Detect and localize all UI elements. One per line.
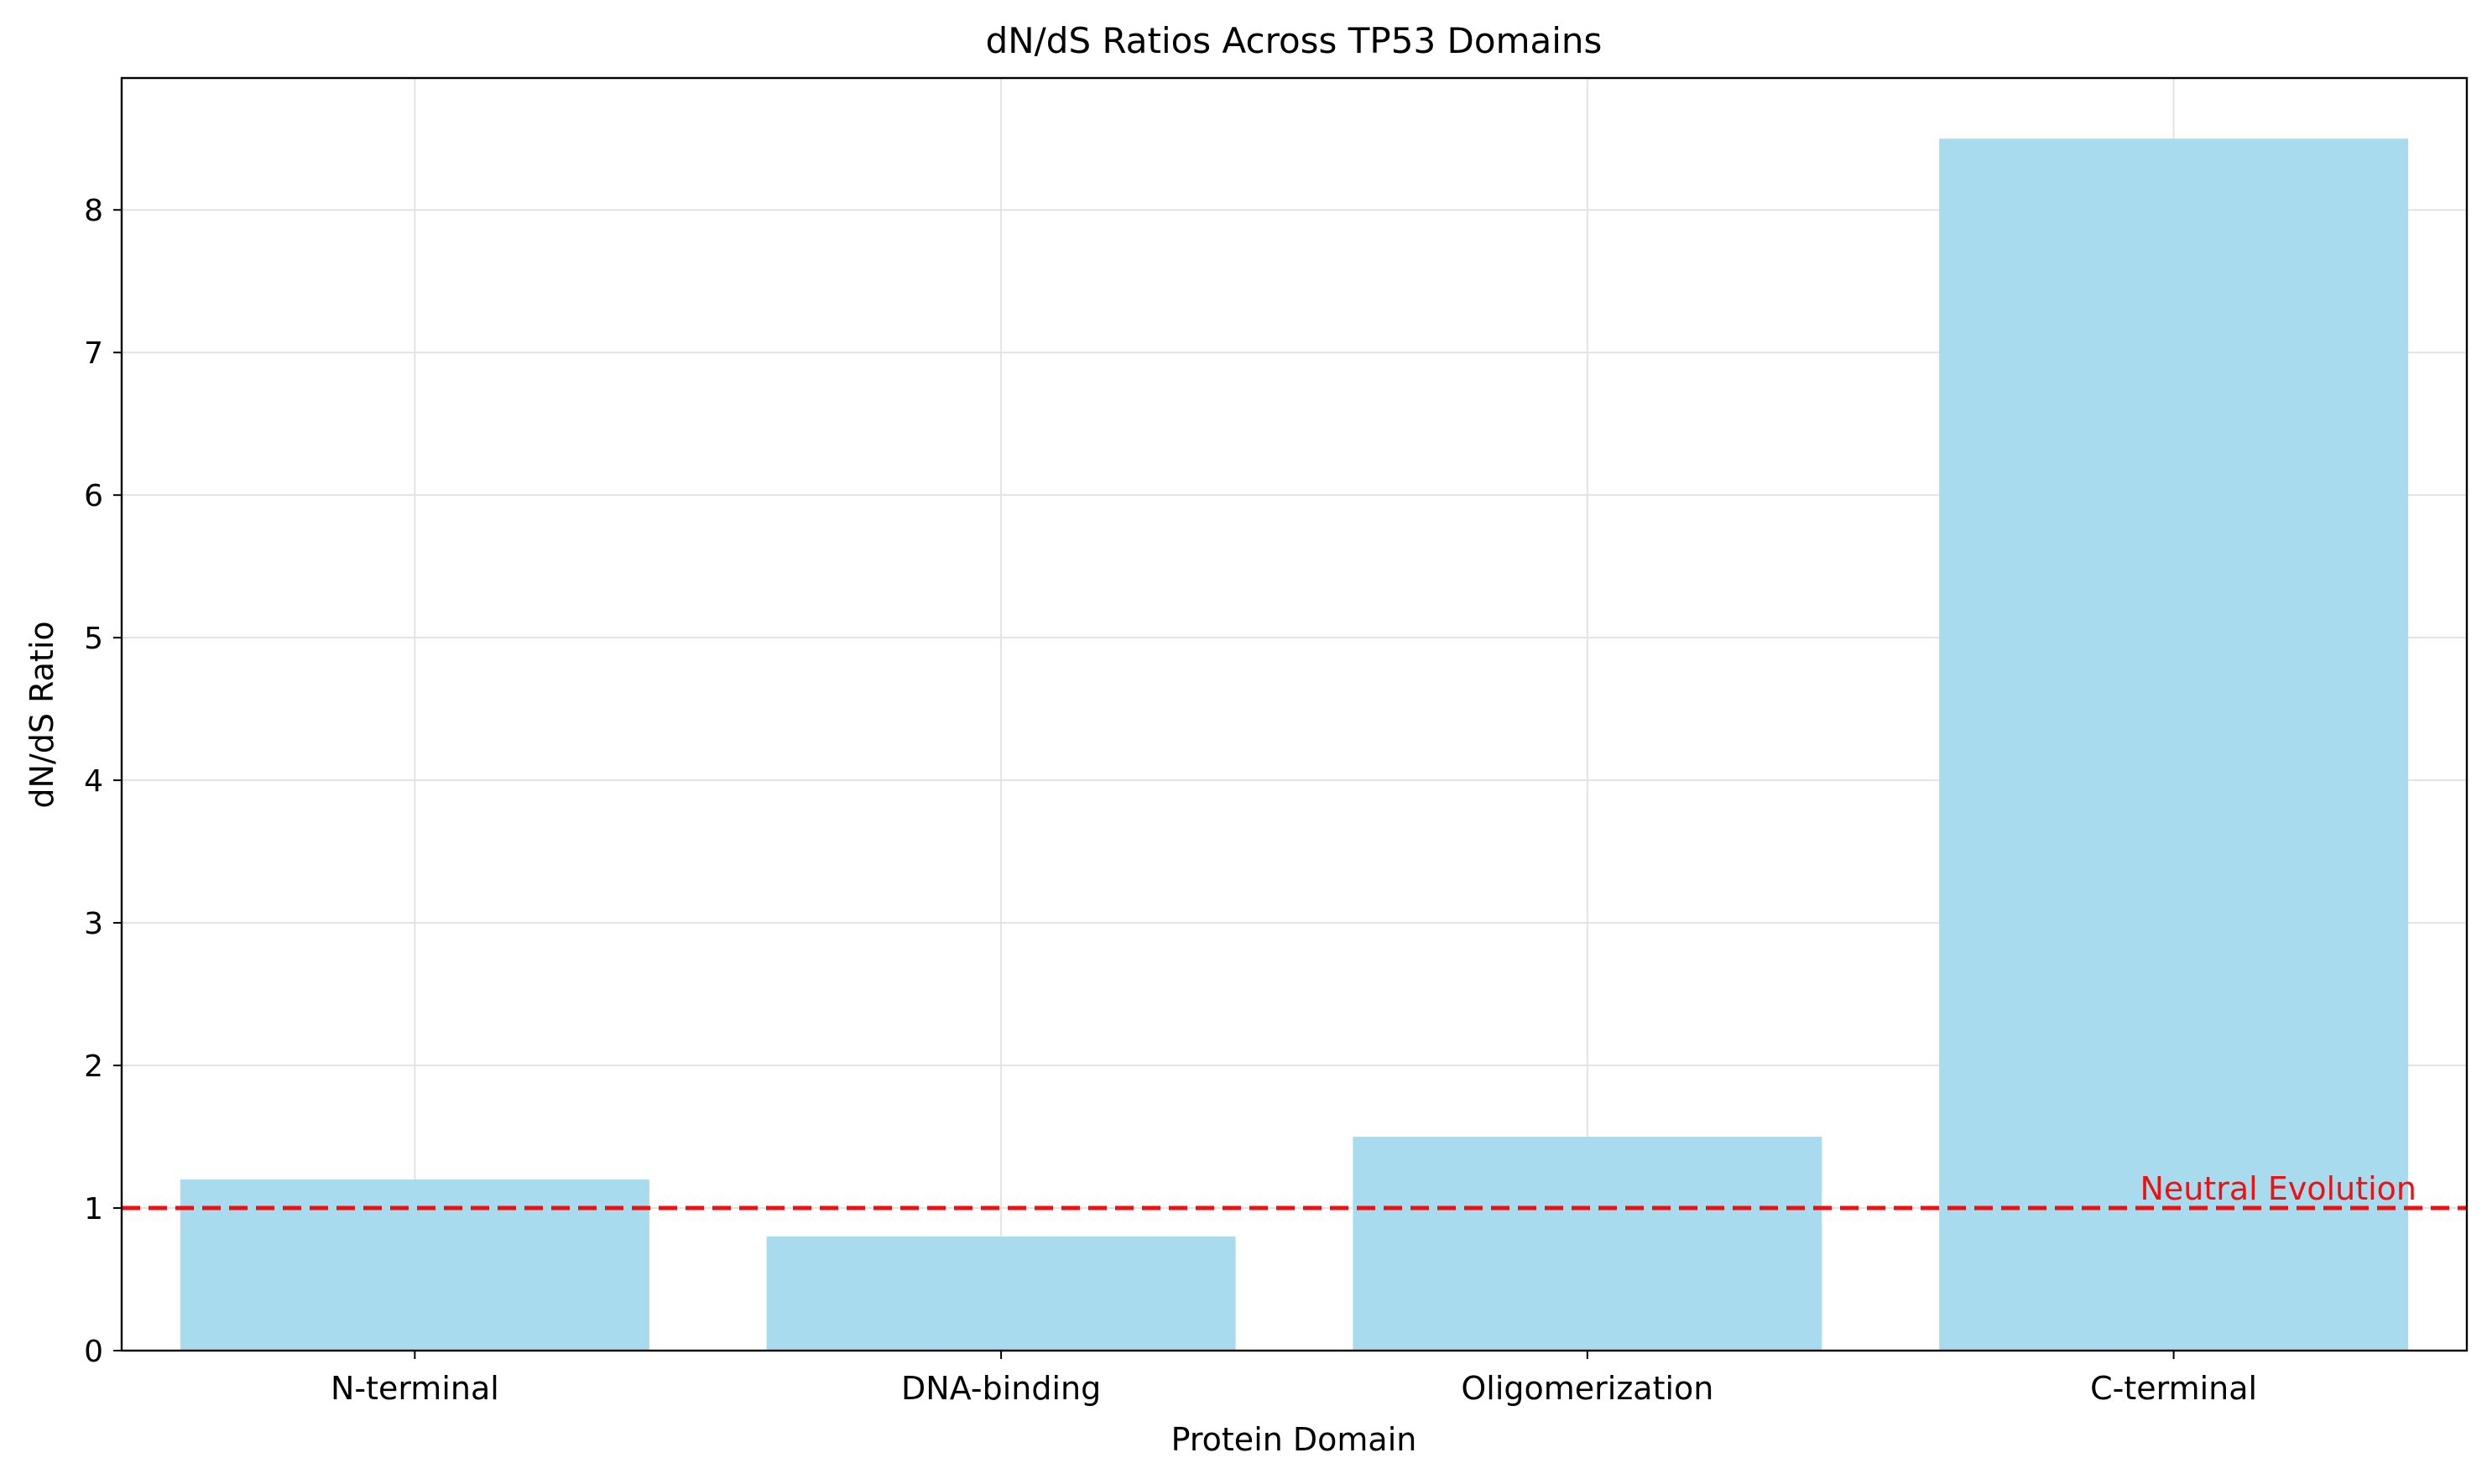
x-tick-label: C-terminal — [2090, 1370, 2257, 1407]
y-tick-label: 4 — [84, 764, 103, 799]
y-tick-label: 3 — [84, 907, 103, 941]
bar-dna-binding — [766, 1237, 1236, 1351]
x-axis-label: Protein Domain — [1171, 1421, 1417, 1458]
reference-line-label: Neutral Evolution — [2140, 1170, 2416, 1207]
x-tick-label: DNA-binding — [901, 1370, 1101, 1407]
y-axis-label: dN/dS Ratio — [23, 621, 60, 808]
y-tick-label: 1 — [84, 1192, 103, 1226]
reference-line-group: Neutral Evolution — [122, 1170, 2467, 1211]
bars — [180, 138, 2409, 1351]
x-tick-label: N-terminal — [331, 1370, 499, 1407]
x-tick-label: Oligomerization — [1461, 1370, 1713, 1407]
plot-frame — [120, 76, 2469, 1352]
x-axis-ticks: N-terminal DNA-binding Oligomerization C-te… — [331, 1351, 2257, 1407]
y-tick-label: 6 — [84, 479, 103, 513]
y-tick-label: 0 — [84, 1335, 103, 1369]
bar-oligomerization — [1353, 1137, 1822, 1351]
y-tick-label: 7 — [84, 336, 103, 371]
bar-c-terminal — [1939, 138, 2409, 1351]
y-tick-label: 5 — [84, 622, 103, 656]
y-tick-label: 8 — [84, 194, 103, 228]
chart-title: dN/dS Ratios Across TP53 Domains — [986, 20, 1603, 61]
bar-n-terminal — [180, 1179, 649, 1351]
y-tick-label: 2 — [84, 1049, 103, 1084]
y-axis-ticks: 0 1 2 3 4 5 6 7 8 — [84, 194, 122, 1369]
